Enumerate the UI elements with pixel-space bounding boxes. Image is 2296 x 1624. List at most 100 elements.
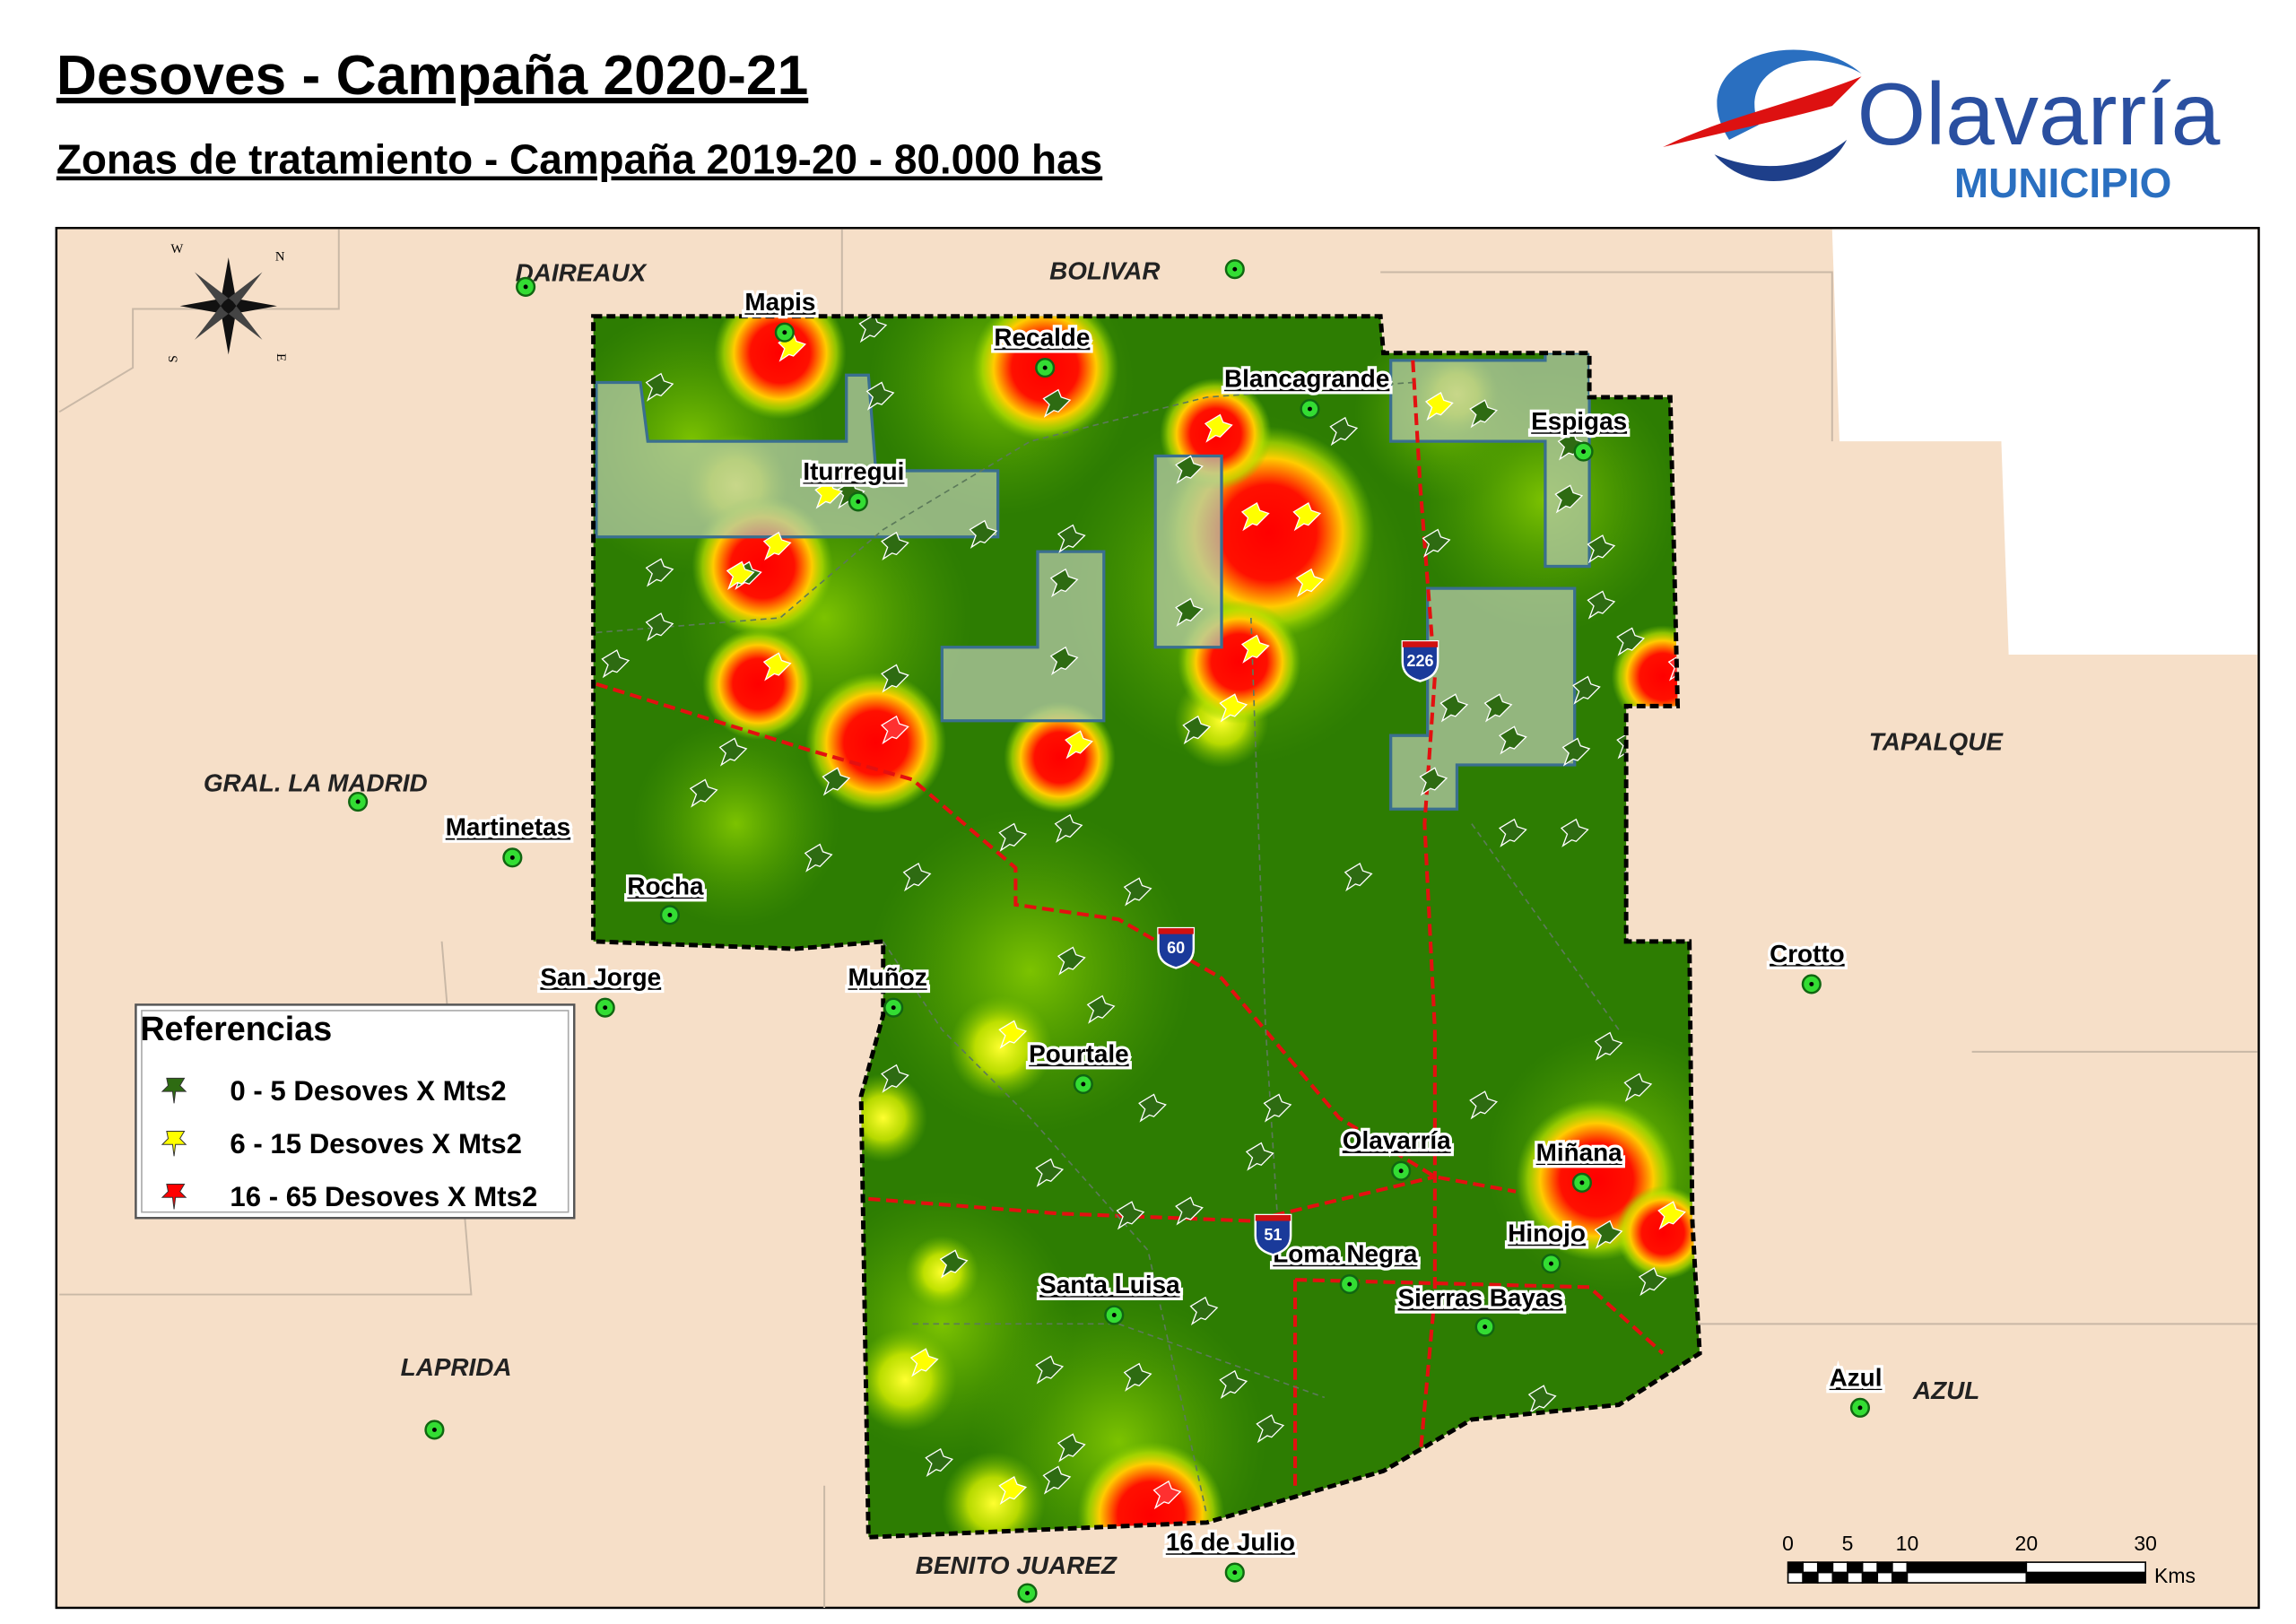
locality-center <box>509 855 515 860</box>
scale-segment <box>1906 1571 2028 1584</box>
district-label: BENITO JUAREZ <box>916 1551 1118 1579</box>
route-number: 226 <box>1406 652 1433 670</box>
scale-bar: 0 5 10 20 30 Kms <box>1782 1532 2196 1587</box>
locality-label: Pourtale <box>1029 1039 1129 1067</box>
pin <box>1422 528 1451 558</box>
heat-hot <box>1615 1185 1700 1281</box>
pin <box>1123 877 1152 907</box>
district-label: BOLIVAR <box>1049 257 1160 285</box>
locality-label: Mapis <box>744 288 815 316</box>
locality-label: Espigas <box>1531 407 1627 435</box>
locality-label: Santa Luisa <box>1039 1271 1180 1298</box>
district-label: GRAL. LA MADRID <box>204 769 428 797</box>
route-shield <box>1401 639 1439 682</box>
pin <box>1594 1220 1623 1249</box>
pin <box>689 778 718 808</box>
route-number: 60 <box>1167 939 1185 957</box>
pin <box>902 862 932 892</box>
scale-tick-label: 20 <box>2015 1532 2039 1555</box>
compass-letter: N <box>275 249 285 264</box>
locality-center <box>1081 1081 1086 1087</box>
pin <box>881 664 909 693</box>
pin <box>1469 399 1498 429</box>
pin <box>1175 1196 1204 1226</box>
legend-label: 16 - 65 Desoves X Mts2 <box>230 1181 537 1212</box>
pin <box>762 652 792 682</box>
pin <box>1138 1093 1167 1123</box>
pin <box>998 1476 1028 1506</box>
pin <box>1557 431 1587 461</box>
scale-unit: Kms <box>2154 1564 2196 1587</box>
locality-center <box>1857 1405 1863 1411</box>
scale-segment <box>1816 1561 1834 1574</box>
pin <box>601 649 631 679</box>
legend-pin <box>161 1184 187 1210</box>
scale-segment <box>1892 1561 1909 1574</box>
pin <box>1469 1090 1498 1120</box>
locality-label: Hinojo <box>1508 1219 1586 1246</box>
scale-segment <box>1831 1571 1848 1584</box>
scale-segment <box>1831 1561 1848 1574</box>
pin <box>925 1447 954 1477</box>
pin <box>822 767 851 796</box>
locality-label: Muñoz <box>848 963 927 991</box>
locality-label: Loma Negra <box>1273 1239 1418 1267</box>
route-number: 51 <box>1264 1226 1282 1244</box>
pin <box>1116 1201 1145 1230</box>
pin <box>881 1064 909 1093</box>
pin <box>1263 1093 1292 1123</box>
scale-segment <box>2025 1571 2147 1584</box>
locality-center <box>1549 1261 1553 1266</box>
locality-center <box>856 499 861 504</box>
locality-center <box>1232 266 1238 272</box>
pin <box>1035 1355 1065 1385</box>
legend-label: 0 - 5 Desoves X Mts2 <box>230 1075 506 1107</box>
locality-center <box>1809 981 1814 986</box>
pin <box>1065 730 1093 760</box>
heat-warm <box>853 1328 957 1432</box>
pin <box>1219 1369 1248 1400</box>
locality-center <box>891 1005 896 1011</box>
locality-label: Sierras Bayas <box>1398 1284 1563 1312</box>
heat-glow <box>632 720 839 927</box>
locality-center <box>523 284 528 290</box>
pin <box>762 531 792 561</box>
pin <box>1042 388 1072 418</box>
locality-center <box>1581 449 1587 455</box>
district-label: AZUL <box>1912 1376 1979 1404</box>
scale-segment <box>1861 1561 1879 1574</box>
scale-tick-label: 5 <box>1842 1532 1854 1555</box>
pin <box>969 519 998 549</box>
locality-label: Martinetas <box>446 813 570 841</box>
pin <box>645 612 674 642</box>
pin <box>814 480 844 509</box>
pin <box>1123 1362 1152 1392</box>
locality-label: Crotto <box>1770 940 1845 968</box>
district-outline <box>591 314 1702 1540</box>
locality-center <box>1025 1591 1030 1596</box>
scale-segment <box>1906 1561 2028 1574</box>
locality-center <box>603 1005 608 1011</box>
locality-center <box>1347 1281 1352 1287</box>
pin <box>939 1249 969 1279</box>
district-label: LAPRIDA <box>401 1353 512 1381</box>
pin <box>1572 675 1601 705</box>
pin <box>1256 1414 1285 1444</box>
title: Desoves - Campaña 2020-21 <box>57 45 808 107</box>
heat-warm <box>905 1235 979 1309</box>
pin <box>881 715 909 745</box>
locality-label: Rocha <box>627 872 704 899</box>
pin <box>1175 597 1204 627</box>
locality-label: Recalde <box>994 323 1090 351</box>
pin <box>881 531 909 561</box>
scale-tick-label: 10 <box>1896 1532 1919 1555</box>
pin <box>1560 818 1589 847</box>
pin <box>645 372 674 402</box>
heat-hot <box>1077 1441 1225 1538</box>
pin <box>1587 534 1616 564</box>
pin <box>718 737 748 767</box>
pin <box>1057 524 1086 553</box>
logo: Olavarría MUNICIPIO <box>1663 49 2221 206</box>
pin <box>1527 1385 1557 1414</box>
